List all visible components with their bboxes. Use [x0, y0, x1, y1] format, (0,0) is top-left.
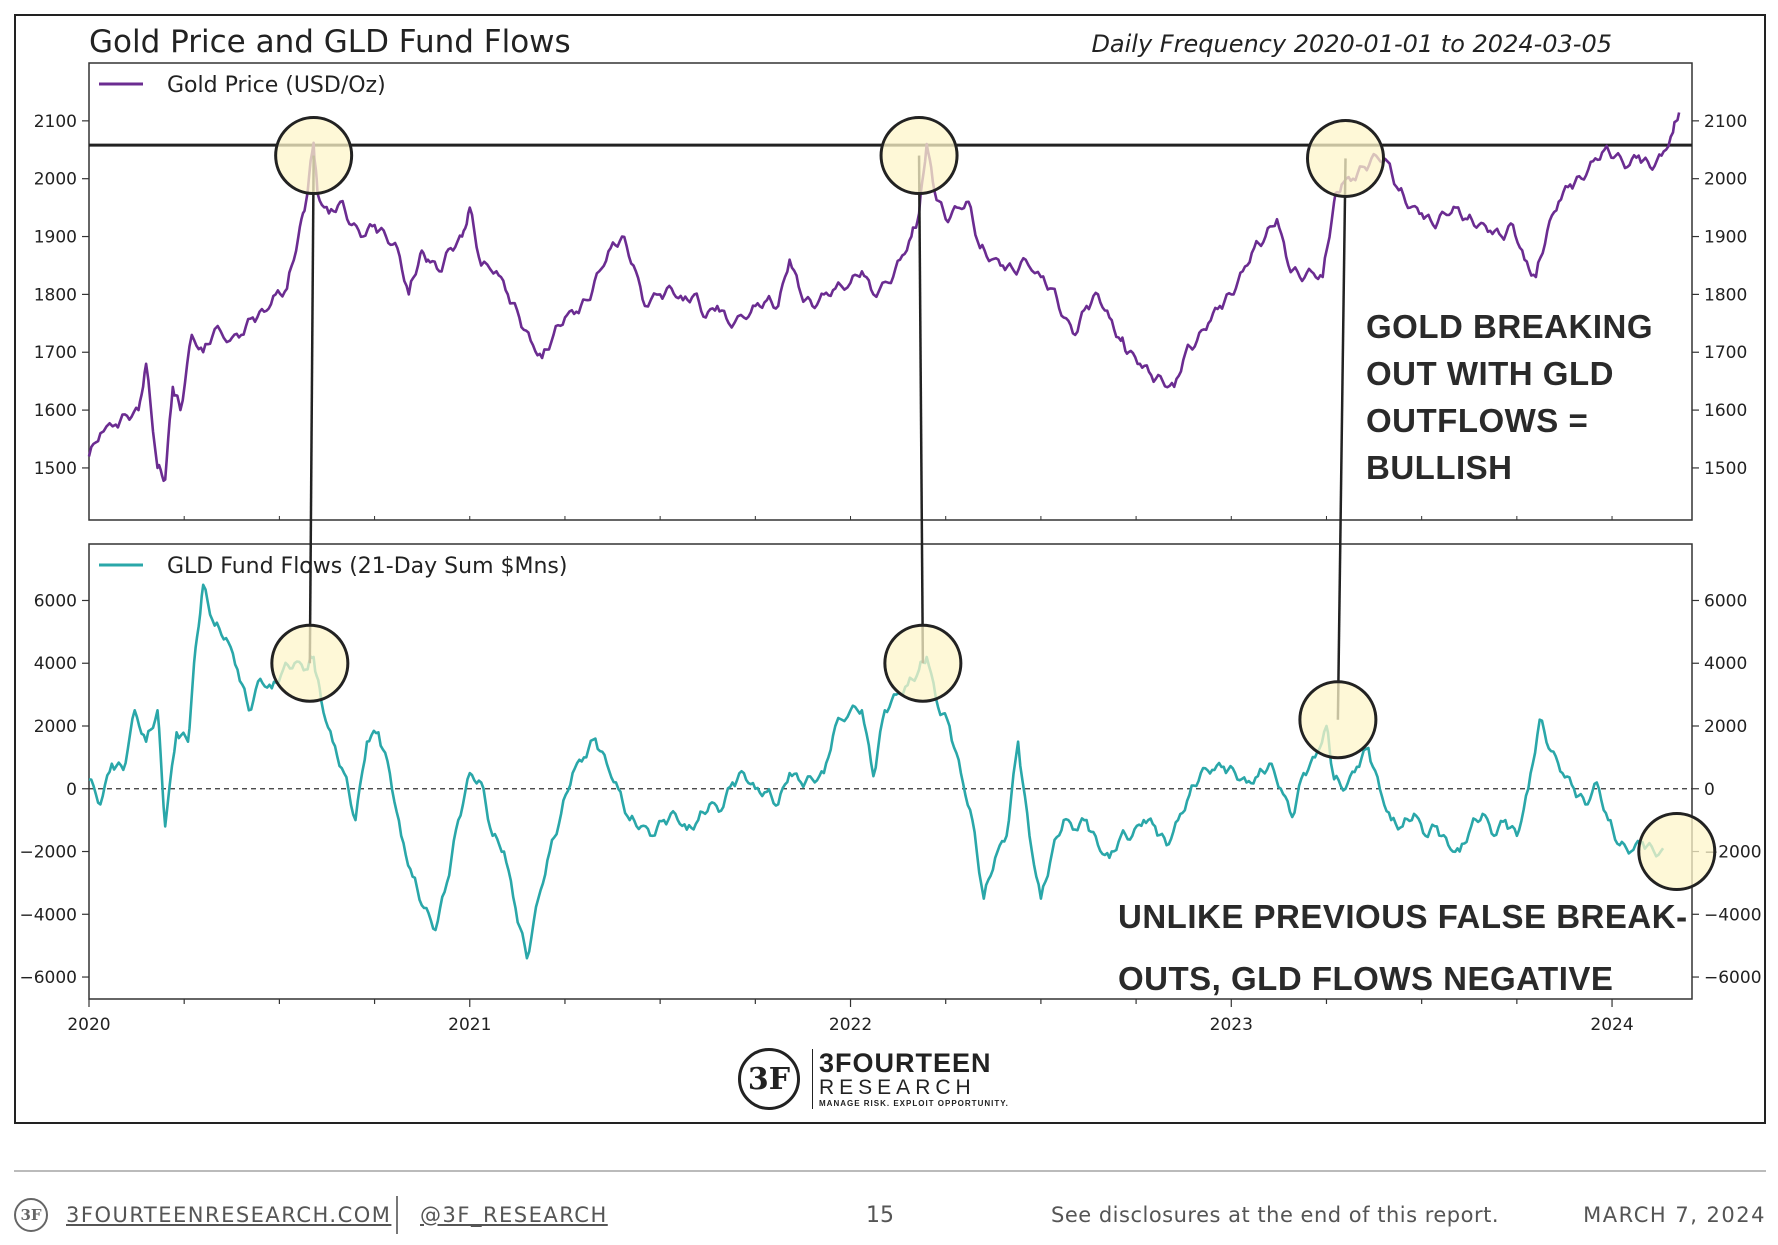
x-tick-label: 2021 — [448, 1015, 491, 1035]
flow-highlight-circle — [1637, 812, 1717, 892]
flows-legend-label: GLD Fund Flows (21-Day Sum $Mns) — [167, 554, 567, 579]
y-tick-label-right: 0 — [1704, 780, 1715, 800]
chart-frame — [14, 14, 1766, 1124]
y-tick-label-left: 1500 — [34, 459, 77, 479]
y-tick-label-left: 0 — [66, 780, 77, 800]
y-tick-label-right: 1800 — [1704, 285, 1747, 305]
connector-line — [917, 155, 925, 664]
highlight-connectors — [270, 116, 1717, 892]
flow-highlight-circle — [883, 623, 963, 703]
annotation-line: GOLD BREAKING — [1366, 308, 1653, 345]
disclosure-note: See disclosures at the end of this repor… — [1051, 1203, 1500, 1227]
y-tick-label-right: 1600 — [1704, 401, 1747, 421]
x-tick-label: 2022 — [829, 1015, 872, 1035]
flows-series-line — [88, 583, 1665, 960]
annotation-line: OUTFLOWS = — [1366, 402, 1589, 439]
footer-divider — [14, 1170, 1766, 1172]
y-tick-label-left: −4000 — [19, 905, 77, 925]
y-tick-label-right: 2000 — [1704, 717, 1747, 737]
y-tick-label-right: −2000 — [1704, 843, 1762, 863]
y-tick-label-left: −6000 — [19, 968, 77, 988]
flows-plot-area — [88, 543, 1693, 1000]
y-tick-label-left: 1700 — [34, 343, 77, 363]
x-axis: 2020 2021 2022 2023 2024 — [67, 516, 1634, 1035]
logo-sub: RESEARCH — [819, 1076, 976, 1099]
flow-highlight-circle — [270, 623, 350, 703]
annotation-line: OUTS, GLD FLOWS NEGATIVE — [1118, 960, 1614, 997]
footer-separator — [396, 1196, 398, 1234]
gold-highlight-circle — [1306, 118, 1386, 198]
report-date: MARCH 7, 2024 — [1583, 1203, 1766, 1227]
y-tick-label-left: 1800 — [34, 285, 77, 305]
y-tick-label-right: 6000 — [1704, 591, 1747, 611]
y-tick-label-right: −6000 — [1704, 968, 1762, 988]
y-tick-label-right: 1700 — [1704, 343, 1747, 363]
footer-handle-link[interactable]: @3F_RESEARCH — [420, 1203, 608, 1227]
logo-mark-icon: 3F — [738, 1048, 800, 1110]
footer-site-link[interactable]: 3FOURTEENRESEARCH.COM — [66, 1203, 392, 1227]
logo-name: 3FOURTEEN — [819, 1048, 992, 1078]
y-tick-label-right: 1500 — [1704, 459, 1747, 479]
gold-series-line — [87, 112, 1681, 483]
y-tick-label-right: −4000 — [1704, 905, 1762, 925]
x-tick-label: 2024 — [1590, 1015, 1633, 1035]
breakout-annotation: GOLD BREAKING OUT WITH GLD OUTFLOWS = BU… — [1366, 303, 1653, 491]
gold-highlight-circle — [274, 116, 354, 196]
gold-legend-label: Gold Price (USD/Oz) — [167, 73, 386, 98]
connector-line — [1336, 158, 1347, 720]
y-tick-label-right: 1900 — [1704, 228, 1747, 248]
flows-panel: −6000 −6000 −4000 −4000 −2000 −2000 0 0 2000 2000… — [19, 543, 1762, 1000]
flow-highlight-circle — [1298, 680, 1378, 760]
y-tick-label-left: 1900 — [34, 228, 77, 248]
chart-subtitle: Daily Frequency 2020-01-01 to 2024-03-05 — [1091, 30, 1612, 58]
y-tick-label-left: 6000 — [34, 591, 77, 611]
y-tick-label-left: 2000 — [34, 717, 77, 737]
y-tick-label-left: 2100 — [34, 112, 77, 132]
y-tick-label-right: 2100 — [1704, 112, 1747, 132]
annotation-line: UNLIKE PREVIOUS FALSE BREAK- — [1118, 898, 1688, 935]
footer-logo-icon: 3F — [14, 1198, 48, 1232]
logo-tagline: MANAGE RISK. EXPLOIT OPPORTUNITY. — [819, 1099, 1009, 1108]
connector-line — [308, 155, 315, 664]
chart-title: Gold Price and GLD Fund Flows — [89, 24, 571, 60]
brand-logo: 3F 3FOURTEEN RESEARCH MANAGE RISK. EXPLO… — [738, 1048, 1009, 1110]
annotation-line: OUT WITH GLD — [1366, 355, 1614, 392]
y-tick-label-left: 2000 — [34, 170, 77, 190]
y-tick-label-left: −2000 — [19, 843, 77, 863]
flows-annotation: UNLIKE PREVIOUS FALSE BREAK- OUTS, GLD F… — [1118, 886, 1688, 1010]
page-number: 15 — [866, 1203, 894, 1228]
y-tick-label-right: 2000 — [1704, 170, 1747, 190]
annotation-line: BULLISH — [1366, 449, 1513, 486]
y-tick-label-left: 4000 — [34, 654, 77, 674]
x-tick-label: 2023 — [1210, 1015, 1253, 1035]
y-tick-label-left: 1600 — [34, 401, 77, 421]
x-tick-label: 2020 — [67, 1015, 110, 1035]
y-tick-label-right: 4000 — [1704, 654, 1747, 674]
logo-text: 3FOURTEEN RESEARCH MANAGE RISK. EXPLOIT … — [812, 1049, 1009, 1109]
gold-highlight-circle — [879, 116, 959, 196]
